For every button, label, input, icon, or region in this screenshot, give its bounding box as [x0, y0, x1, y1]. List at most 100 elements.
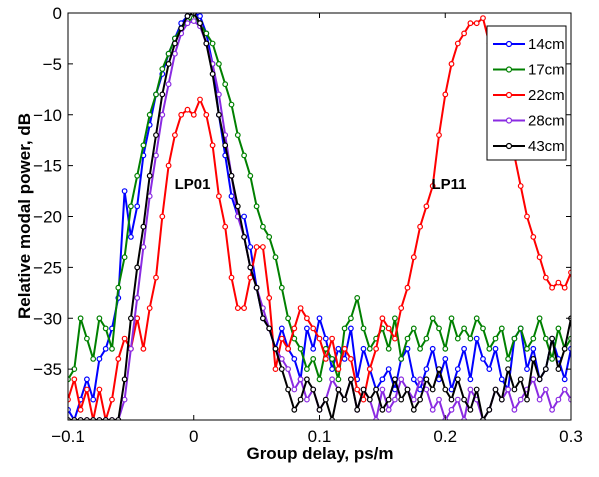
data-point — [454, 366, 461, 373]
data-point — [291, 325, 298, 332]
data-point — [410, 376, 417, 383]
data-point — [272, 366, 279, 373]
data-point — [360, 325, 367, 332]
data-point — [454, 40, 461, 47]
data-point — [373, 345, 380, 352]
data-point — [121, 376, 128, 383]
data-point — [247, 244, 254, 250]
data-point — [127, 345, 134, 352]
x-tick-label: −0.1 — [51, 427, 85, 446]
data-point — [278, 284, 285, 291]
data-point — [316, 315, 323, 322]
data-point — [171, 132, 178, 139]
data-point — [561, 376, 568, 383]
data-point — [517, 325, 524, 332]
data-point — [291, 406, 298, 413]
data-point — [234, 132, 241, 139]
data-point — [285, 386, 292, 393]
data-point — [310, 356, 317, 362]
data-point — [423, 376, 430, 383]
data-point — [178, 111, 185, 118]
data-point — [379, 376, 386, 383]
data-point — [121, 188, 128, 195]
data-point — [542, 335, 549, 342]
data-point — [109, 417, 115, 420]
data-point — [335, 345, 342, 352]
data-point — [511, 406, 518, 413]
data-point — [392, 315, 398, 322]
data-point — [215, 61, 222, 67]
data-point — [473, 315, 480, 322]
data-point — [360, 345, 367, 352]
data-point — [304, 396, 310, 403]
data-point — [467, 20, 474, 27]
data-point — [146, 305, 153, 312]
data-point — [530, 376, 537, 383]
data-point — [536, 376, 543, 383]
data-point — [322, 396, 329, 403]
x-tick-label: 0 — [189, 427, 198, 446]
legend-label: 14cm — [528, 36, 565, 53]
data-point — [84, 417, 90, 420]
data-point — [146, 111, 153, 118]
data-point — [568, 269, 571, 276]
data-point — [461, 396, 468, 403]
data-point — [140, 142, 147, 149]
data-point — [115, 284, 122, 291]
data-point — [297, 345, 304, 352]
data-point — [454, 376, 461, 383]
data-point — [215, 111, 222, 118]
data-point — [71, 376, 78, 383]
data-point — [505, 366, 512, 373]
legend-item-14cm: 14cm — [493, 36, 565, 53]
data-point — [505, 386, 512, 393]
data-point — [241, 305, 248, 312]
data-point — [568, 335, 571, 342]
data-point — [461, 30, 468, 37]
data-point — [561, 345, 568, 352]
data-point — [385, 345, 392, 352]
data-point — [417, 223, 424, 230]
x-tick-label: 0.3 — [559, 427, 583, 446]
data-point — [329, 376, 336, 383]
data-point — [310, 345, 317, 352]
data-point — [404, 335, 411, 342]
legend: 14cm 17cm 22cm 28cm 43cm — [486, 25, 567, 161]
x-tick-label: 0.1 — [308, 427, 332, 446]
y-tick-label: −30 — [33, 309, 62, 328]
data-point — [222, 81, 229, 88]
data-point — [228, 101, 235, 108]
data-point — [467, 376, 474, 383]
data-point — [165, 61, 172, 67]
data-point — [442, 91, 449, 98]
data-point — [436, 396, 442, 403]
data-point — [410, 406, 417, 413]
data-point — [348, 356, 354, 362]
data-point — [549, 284, 555, 291]
data-point — [454, 335, 461, 342]
data-point — [366, 396, 373, 403]
data-point — [549, 356, 555, 362]
data-point — [517, 376, 524, 383]
data-point — [354, 406, 361, 413]
data-point — [392, 396, 398, 403]
data-point — [335, 386, 342, 393]
data-point — [341, 396, 348, 403]
data-point — [159, 111, 166, 118]
data-point — [555, 366, 562, 373]
data-point — [530, 345, 537, 352]
data-point — [417, 345, 424, 352]
data-point — [121, 254, 128, 261]
data-point — [278, 356, 285, 362]
data-point — [153, 91, 159, 98]
data-point — [498, 376, 505, 383]
data-point — [134, 264, 141, 271]
data-point — [316, 406, 323, 413]
data-point — [209, 40, 216, 47]
data-point — [498, 325, 505, 332]
data-point — [360, 386, 367, 393]
data-point — [467, 406, 474, 413]
data-point — [555, 396, 562, 403]
data-point — [96, 386, 103, 393]
data-point — [423, 366, 430, 373]
